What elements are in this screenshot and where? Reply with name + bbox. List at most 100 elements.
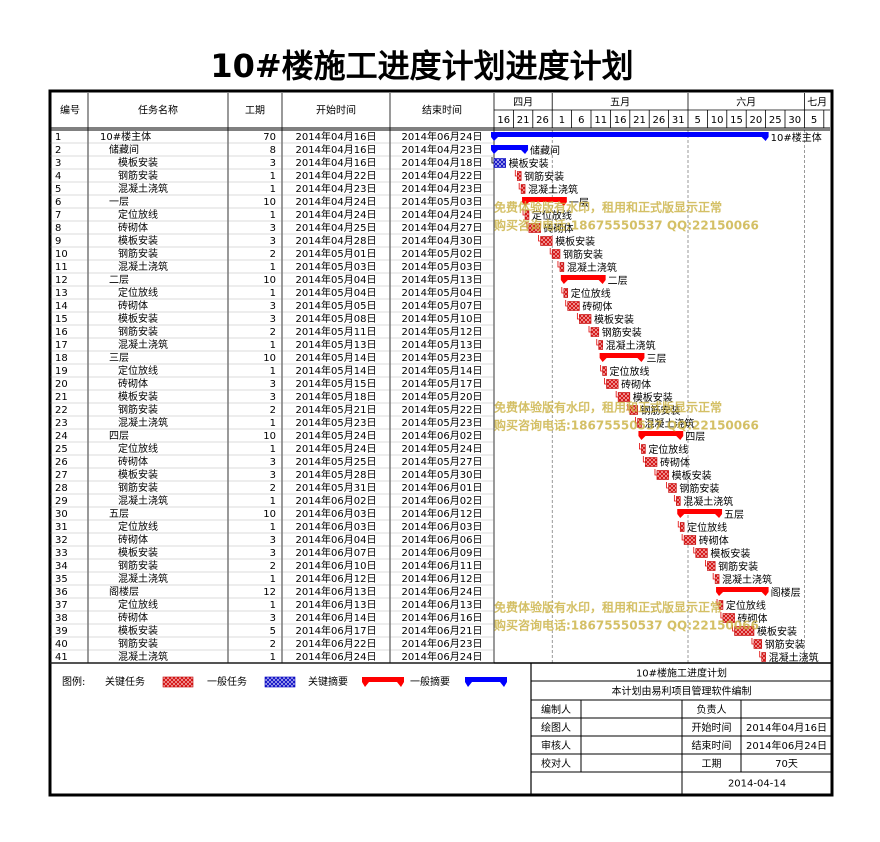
end-date: 2014年06月03日	[402, 520, 483, 533]
duration: 1	[270, 184, 276, 195]
column-header: 结束时间	[422, 104, 462, 117]
end-date: 2014年04月23日	[402, 143, 483, 156]
footer-note: 本计划由易利项目管理软件编制	[612, 685, 752, 698]
bar-label: 混凝土浇筑	[567, 261, 617, 274]
summary-bar	[491, 145, 529, 154]
day-label: 20	[750, 115, 763, 126]
link-arrow	[518, 183, 522, 190]
row-id: 38	[55, 613, 68, 624]
summary-bar	[522, 197, 567, 206]
start-date: 2014年04月28日	[296, 234, 377, 247]
start-date: 2014年05月04日	[296, 286, 377, 299]
task-name: 五层	[109, 508, 129, 520]
row-id: 41	[55, 652, 68, 663]
task-name: 砖砌体	[118, 611, 148, 624]
duration: 2	[270, 639, 276, 650]
task-name: 定位放线	[118, 442, 158, 455]
end-date: 2014年06月21日	[402, 624, 483, 637]
start-date: 2014年06月02日	[296, 494, 377, 507]
task-name: 砖砌体	[118, 455, 148, 468]
task-bar	[598, 340, 603, 350]
start-date: 2014年05月28日	[296, 468, 377, 481]
row-id: 2	[55, 145, 61, 156]
link-arrow	[604, 378, 607, 385]
start-date: 2014年06月04日	[296, 533, 377, 546]
start-date: 2014年05月04日	[296, 273, 377, 286]
signature-label: 审核人	[541, 739, 571, 752]
link-arrow	[576, 313, 580, 320]
duration: 10	[263, 509, 276, 520]
day-label: 5	[695, 115, 701, 126]
column-header: 工期	[245, 105, 265, 117]
row-id: 19	[55, 366, 68, 377]
task-bar	[516, 171, 522, 181]
duration: 1	[270, 444, 276, 455]
end-date: 2014年06月16日	[402, 611, 483, 624]
row-id: 39	[55, 626, 68, 637]
row-id: 11	[55, 262, 68, 273]
bar-label: 一层	[569, 197, 589, 209]
link-arrow	[716, 599, 720, 606]
start-date: 2014年05月14日	[296, 364, 377, 377]
start-date: 2014年06月07日	[296, 546, 377, 559]
end-date: 2014年06月02日	[402, 494, 483, 507]
row-id: 17	[55, 340, 68, 351]
end-date: 2014年05月03日	[402, 260, 483, 273]
row-id: 21	[55, 392, 68, 403]
end-date: 2014年05月24日	[402, 442, 483, 455]
end-date: 2014年04月27日	[402, 221, 483, 234]
task-name: 砖砌体	[118, 221, 148, 234]
end-date: 2014年06月12日	[402, 507, 483, 520]
task-name: 定位放线	[118, 286, 158, 299]
task-name: 模板安装	[118, 312, 158, 325]
task-name: 钢筋安装	[118, 325, 158, 338]
end-date: 2014年05月07日	[402, 299, 483, 312]
day-label: 21	[517, 115, 530, 126]
start-date: 2014年06月13日	[296, 598, 377, 611]
row-id: 22	[55, 405, 68, 416]
row-id: 7	[55, 210, 61, 221]
task-bar	[707, 561, 716, 571]
duration: 2	[270, 405, 276, 416]
legend-item: 一般摘要	[410, 675, 450, 688]
start-date: 2014年04月16日	[296, 156, 377, 169]
legend-swatch	[264, 676, 296, 688]
bar-label: 三层	[646, 353, 666, 365]
bar-label: 模板安装	[710, 547, 750, 560]
start-date: 2014年06月22日	[296, 637, 377, 650]
legend-swatch	[465, 677, 507, 687]
link-arrow	[732, 625, 735, 632]
task-bar	[753, 639, 763, 649]
task-bar	[641, 444, 646, 454]
end-date: 2014年05月02日	[402, 247, 483, 260]
task-name: 钢筋安装	[118, 169, 158, 182]
task-name: 混凝土浇筑	[118, 338, 168, 351]
start-date: 2014年05月21日	[296, 403, 377, 416]
link-arrow	[720, 612, 723, 619]
task-name: 模板安装	[118, 156, 158, 169]
task-name: 定位放线	[118, 520, 158, 533]
bar-label: 模板安装	[672, 469, 712, 482]
bar-label: 砖砌体	[660, 456, 690, 469]
duration: 3	[270, 236, 276, 247]
day-label: 16	[614, 115, 627, 126]
link-arrow	[600, 365, 603, 372]
link-arrow	[705, 560, 708, 567]
task-name: 二层	[109, 274, 129, 286]
row-id: 29	[55, 496, 68, 507]
task-name: 钢筋安装	[118, 247, 158, 260]
duration: 1	[270, 171, 276, 182]
row-id: 36	[55, 587, 68, 598]
legend-item: 关键任务	[105, 675, 145, 688]
link-arrow	[666, 482, 669, 489]
end-date: 2014年06月06日	[402, 533, 483, 546]
task-bar	[559, 262, 565, 272]
link-arrow	[751, 638, 754, 645]
row-id: 10	[55, 249, 68, 260]
duration: 2	[270, 249, 276, 260]
task-name: 定位放线	[118, 598, 158, 611]
row-id: 1	[55, 132, 61, 143]
duration: 2	[270, 483, 276, 494]
day-label: 5	[811, 115, 817, 126]
bar-label: 定位放线	[532, 209, 572, 222]
